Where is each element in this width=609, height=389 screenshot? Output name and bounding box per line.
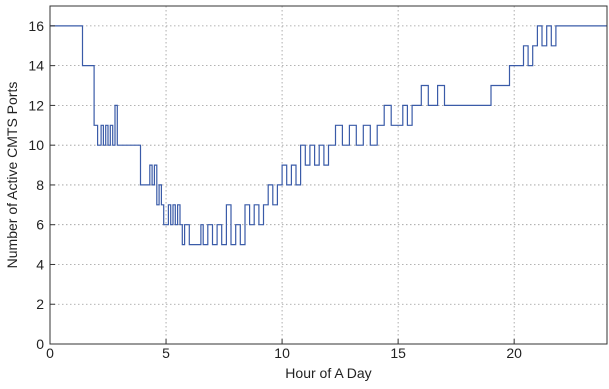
x-axis-ticks: 0 5 10 15 20 xyxy=(46,339,522,361)
y-tick-label: 8 xyxy=(36,177,44,193)
y-tick-label: 16 xyxy=(28,18,44,34)
y-tick-label: 12 xyxy=(28,97,44,113)
y-tick-label: 6 xyxy=(36,217,44,233)
x-tick-label: 15 xyxy=(390,345,406,361)
y-tick-label: 14 xyxy=(28,58,44,74)
x-tick-label: 20 xyxy=(506,345,522,361)
y-axis-title: Number of Active CMTS Ports xyxy=(4,82,20,269)
x-tick-label: 10 xyxy=(274,345,290,361)
series-line-group xyxy=(50,25,607,246)
x-axis-title: Hour of A Day xyxy=(285,365,371,381)
y-tick-label: 4 xyxy=(36,256,44,272)
x-tick-label: 5 xyxy=(162,345,170,361)
y-tick-label: 10 xyxy=(28,137,44,153)
y-axis-ticks: 0 2 4 6 8 10 12 14 16 xyxy=(28,18,55,352)
x-tick-label: 0 xyxy=(46,345,54,361)
y-tick-label: 2 xyxy=(36,296,44,312)
plot-frame xyxy=(49,5,608,345)
y-tick-label: 0 xyxy=(36,336,44,352)
series-line xyxy=(50,25,607,246)
